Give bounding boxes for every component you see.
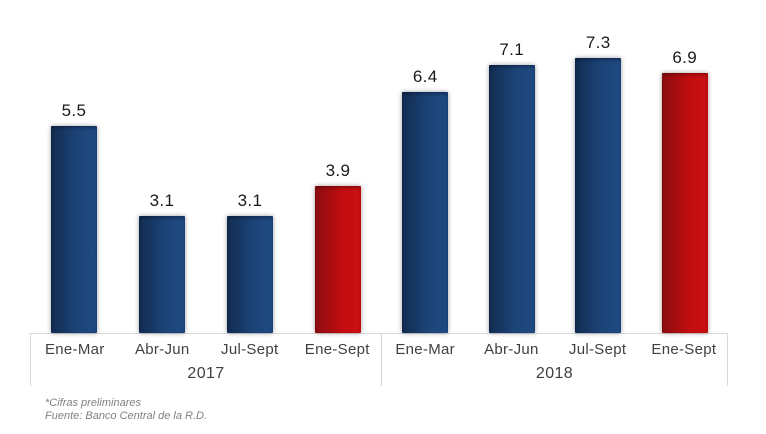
x-tick-label: Ene-Sept [651,341,717,358]
footnote-preliminary: *Cifras preliminares [45,397,141,409]
plot-area: 5.5 3.1 3.1 3.9 6.4 7.1 7.3 6.9 [30,0,728,333]
bar-value-label: 3.1 [149,191,175,210]
bar-slot: 6.4 [382,0,469,333]
bar-2018-Ene-Sept [661,73,708,333]
plot-group-2018: 6.4 7.1 7.3 6.9 [382,0,728,333]
bar-2017-Jul-Sept [227,216,273,333]
axis-group-2018: Ene-Mar Abr-Jun Jul-Sept Ene-Sept 2018 [382,334,728,386]
x-tick-label: Ene-Sept [304,341,370,358]
bar-value-label: 5.5 [61,101,87,120]
bar-slot: 3.1 [206,0,294,333]
quarter-label-row: Ene-Mar Abr-Jun Jul-Sept Ene-Sept [31,341,381,358]
bar-2018-Jul-Sept [575,58,622,333]
x-tick-label: Ene-Mar [395,341,455,358]
bar-2018-Ene-Mar [402,92,449,333]
bar-slot: 6.9 [642,0,729,333]
footnote-source: Fuente: Banco Central de la R.D. [45,410,208,422]
x-axis: Ene-Mar Abr-Jun Jul-Sept Ene-Sept 2017 Ene-Ma… [30,333,728,386]
year-label: 2017 [187,365,225,382]
bar-value-label: 3.1 [237,191,263,210]
bar-chart: 5.5 3.1 3.1 3.9 6.4 7.1 7.3 6.9 Ene-Mar Abr-Jun J… [30,0,728,386]
bar-slot: 5.5 [30,0,118,333]
bar-slot: 3.1 [118,0,206,333]
bar-slot: 7.3 [555,0,642,333]
bar-value-label: 6.9 [672,48,698,67]
x-tick-label: Abr-Jun [484,341,539,358]
bar-2018-Abr-Jun [488,65,535,333]
quarter-label-row: Ene-Mar Abr-Jun Jul-Sept Ene-Sept [382,341,727,358]
footnote-block: *Cifras preliminares Fuente: Banco Centr… [45,397,207,423]
axis-group-2017: Ene-Mar Abr-Jun Jul-Sept Ene-Sept 2017 [30,334,382,386]
bar-value-label: 7.3 [585,33,611,52]
x-tick-label: Jul-Sept [221,341,279,358]
x-tick-label: Ene-Mar [44,341,105,358]
x-tick-label: Jul-Sept [568,341,627,358]
bar-2017-Ene-Mar [51,126,97,333]
plot-group-2017: 5.5 3.1 3.1 3.9 [30,0,382,333]
bar-2017-Ene-Sept [315,186,361,333]
bar-value-label: 3.9 [325,161,351,180]
bar-value-label: 6.4 [412,67,438,86]
bar-value-label: 7.1 [499,40,525,59]
bar-slot: 7.1 [469,0,556,333]
bar-2017-Abr-Jun [139,216,185,333]
bar-slot: 3.9 [294,0,382,333]
year-label: 2018 [535,365,574,382]
x-tick-label: Abr-Jun [134,341,190,358]
